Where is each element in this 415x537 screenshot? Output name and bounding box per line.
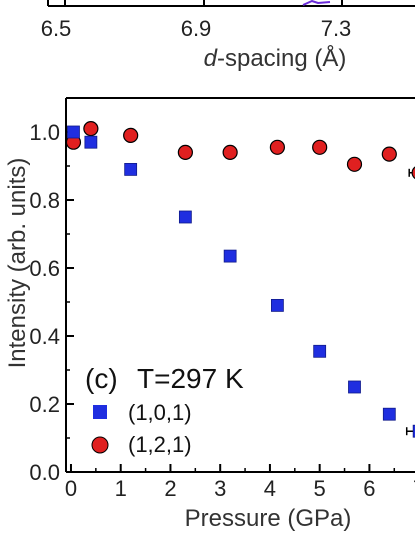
- data-point-circle: [222, 144, 238, 160]
- x-tick-label: 5: [314, 476, 326, 501]
- data-point-square: [348, 380, 361, 394]
- top-x-tick-label: 7.3: [321, 16, 352, 41]
- y-tick-label: 0.6: [29, 256, 60, 281]
- y-tick-label: 0.4: [29, 324, 60, 349]
- x-tick-label: 6: [363, 476, 375, 501]
- data-point-square: [270, 298, 284, 312]
- data-point-square: [223, 249, 237, 263]
- top-x-axis-label-rest: -spacing (Å): [217, 44, 346, 72]
- top-x-tick-label: 6.9: [181, 16, 212, 41]
- data-point-circle: [123, 127, 139, 143]
- panel-label: (c): [85, 363, 118, 394]
- axis-ticks: [66, 131, 396, 473]
- legend-label-series-2: (1,2,1): [128, 432, 192, 457]
- data-point-circle: [381, 146, 397, 162]
- data-point-circle: [312, 139, 328, 155]
- data-markers: [65, 121, 415, 438]
- y-tick-label: 1.0: [29, 120, 60, 145]
- data-point-square: [178, 210, 192, 224]
- y-tick-label: 0.2: [29, 392, 60, 417]
- data-point-circle: [83, 121, 99, 137]
- x-tick-label: 7: [413, 476, 415, 501]
- data-point-square: [313, 344, 327, 358]
- bottom-panel: 0 1 2 3 4 5 6 7 0.0 0.2 0.4 0.6 0.8 1.0 Pressure (GPa…: [4, 97, 415, 532]
- top-x-tick-label: 6.5: [41, 16, 72, 41]
- panel-temperature: T=297 K: [137, 363, 244, 394]
- data-point-square: [382, 407, 396, 421]
- data-point-square: [84, 135, 98, 149]
- x-axis-label: Pressure (GPa): [185, 505, 352, 532]
- x-tick-label: 3: [214, 476, 226, 501]
- x-tick-label: 4: [264, 476, 276, 501]
- data-point-square: [412, 424, 415, 438]
- y-tick-label: 0.8: [29, 188, 60, 213]
- legend-marker-square: [93, 405, 107, 419]
- legend: (1,0,1) (1,2,1): [91, 400, 192, 457]
- top-x-axis-label-italic: d: [204, 45, 218, 72]
- legend-marker-circle: [91, 436, 109, 454]
- axis-tick-labels: 0 1 2 3 4 5 6 7 0.0 0.2 0.4 0.6 0.8 1.0: [29, 120, 415, 501]
- y-tick-label: 0.0: [29, 460, 60, 485]
- top-x-axis-label: d-spacing (Å): [204, 44, 347, 72]
- data-point-square: [67, 125, 80, 139]
- data-point-circle: [177, 144, 193, 160]
- top-panel: 6.5 6.9 7.3 d-spacing (Å): [41, 0, 415, 72]
- top-panel-data-fragment: [302, 0, 331, 6]
- data-point-square: [124, 162, 138, 176]
- legend-label-series-1: (1,0,1): [128, 400, 192, 425]
- x-tick-label: 1: [115, 476, 127, 501]
- y-axis-label: Intensity (arb. units): [4, 158, 31, 369]
- x-tick-label: 0: [65, 476, 77, 501]
- data-point-circle: [346, 156, 363, 172]
- data-point-circle: [269, 139, 285, 155]
- error-bars: [384, 150, 415, 436]
- x-tick-label: 2: [164, 476, 176, 501]
- data-point-circle: [411, 166, 415, 180]
